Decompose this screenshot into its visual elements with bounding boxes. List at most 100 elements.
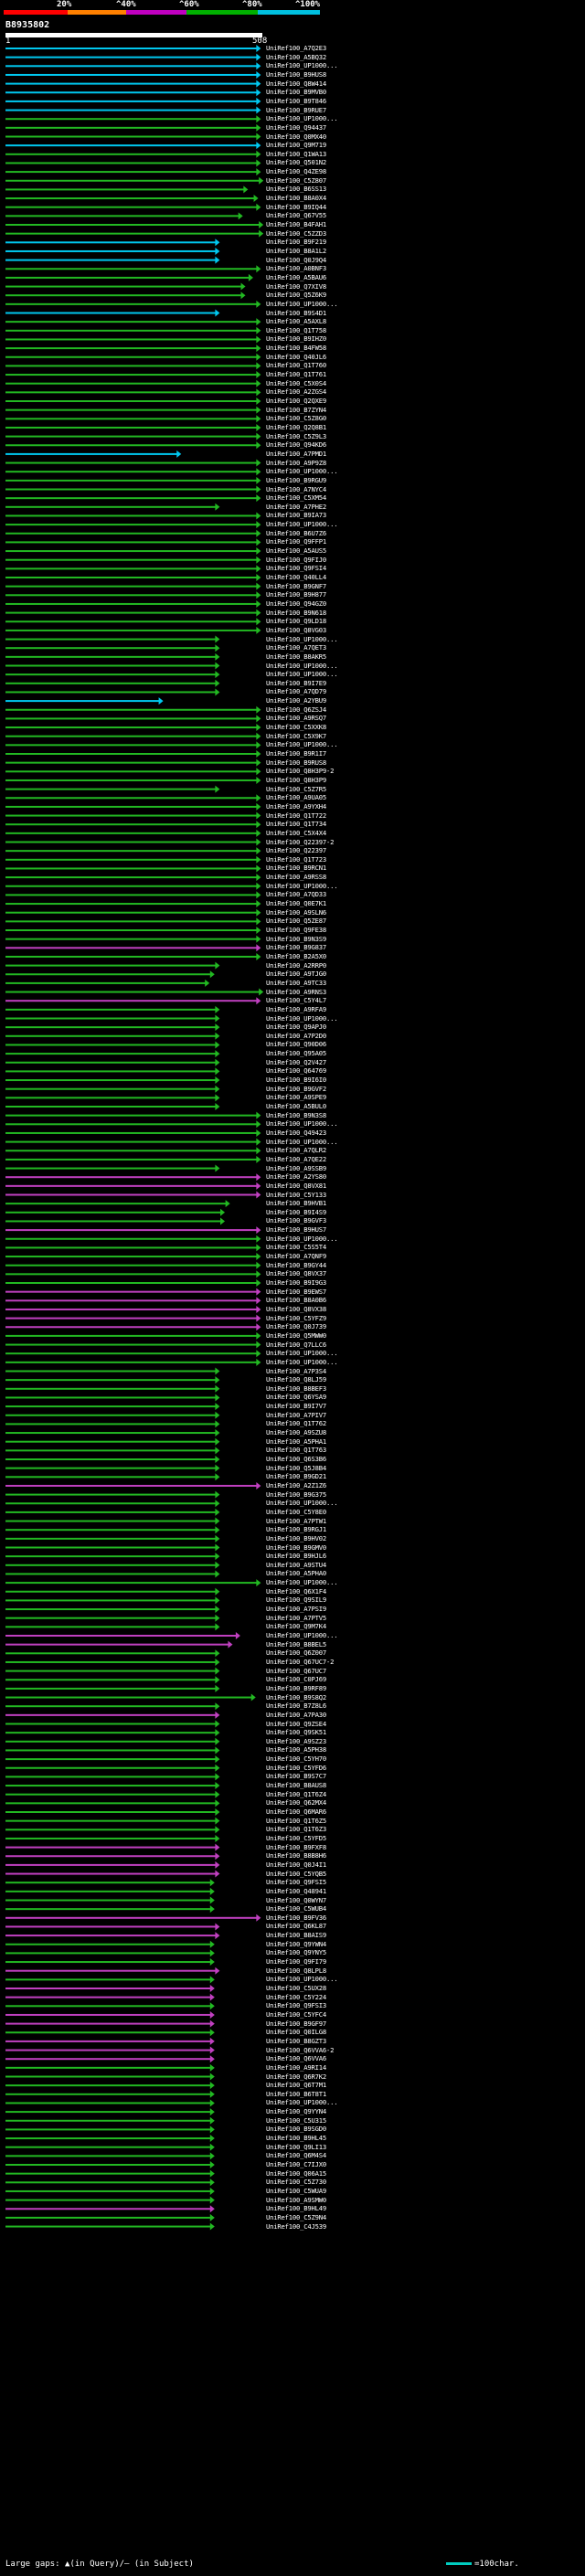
hit-label[interactable]: UniRef100_Q0MX40: [266, 132, 327, 141]
hit-label[interactable]: UniRef100_Q22397-2: [266, 837, 335, 846]
hit-label[interactable]: UniRef100_UP1000...: [266, 881, 338, 890]
hit-label[interactable]: UniRef100_A7QNF9: [266, 1252, 327, 1261]
hit-label[interactable]: UniRef100_UP1000...: [266, 1349, 338, 1358]
hit-label[interactable]: UniRef100_B9HL49: [266, 2204, 327, 2213]
hit-label[interactable]: UniRef100_Q9YYN4: [266, 2107, 327, 2116]
hit-label[interactable]: UniRef100_Q9FSI4: [266, 564, 327, 573]
hit-label[interactable]: UniRef100_Q1T758: [266, 325, 327, 334]
hit-label[interactable]: UniRef100_B9HV02: [266, 1533, 327, 1542]
hit-label[interactable]: UniRef100_Q5MWW0: [266, 1330, 327, 1340]
hit-label[interactable]: UniRef100_UP1000...: [266, 61, 338, 70]
hit-label[interactable]: UniRef100_B9S8Q2: [266, 1692, 327, 1701]
hit-label[interactable]: UniRef100_C5WUA9: [266, 2186, 327, 2195]
hit-label[interactable]: UniRef100_Q94KD6: [266, 440, 327, 450]
hit-label[interactable]: UniRef100_B9I6I0: [266, 1076, 327, 1085]
hit-label[interactable]: UniRef100_B9R1I7: [266, 749, 327, 758]
hit-label[interactable]: UniRef100_B9RUE7: [266, 105, 327, 114]
hit-label[interactable]: UniRef100_C5YH70: [266, 1754, 327, 1764]
hit-label[interactable]: UniRef100_B9HUS7: [266, 1225, 327, 1235]
hit-label[interactable]: UniRef100_Q8VG03: [266, 625, 327, 634]
hit-label[interactable]: UniRef100_C5Z9L3: [266, 431, 327, 440]
hit-label[interactable]: UniRef100_C5S5T4: [266, 1243, 327, 1252]
hit-label[interactable]: UniRef100_Q8LJ59: [266, 1375, 327, 1384]
hit-label[interactable]: UniRef100_A7PTW1: [266, 1516, 327, 1525]
hit-label[interactable]: UniRef100_B9RCN1: [266, 864, 327, 873]
hit-label[interactable]: UniRef100_C5ZZD3: [266, 228, 327, 238]
hit-label[interactable]: UniRef100_UP1000...: [266, 467, 338, 476]
hit-label[interactable]: UniRef100_B8BEF3: [266, 1383, 327, 1393]
hit-label[interactable]: UniRef100_C5Y4L7: [266, 996, 327, 1005]
hit-label[interactable]: UniRef100_Q8VX81: [266, 1181, 327, 1190]
hit-label[interactable]: UniRef100_A9RFA9: [266, 1004, 327, 1013]
hit-label[interactable]: UniRef100_Q7XIV8: [266, 281, 327, 291]
hit-label[interactable]: UniRef100_A9SMW0: [266, 2195, 327, 2204]
hit-label[interactable]: UniRef100_UP1000...: [266, 1137, 338, 1146]
hit-label[interactable]: UniRef100_A5AUS5: [266, 546, 327, 556]
hit-label[interactable]: UniRef100_Q40LL4: [266, 573, 327, 581]
hit-label[interactable]: UniRef100_Q1T6Z3: [266, 1825, 327, 1834]
hit-label[interactable]: UniRef100_UP1000...: [266, 114, 338, 123]
hit-label[interactable]: UniRef100_C5Z8G0: [266, 414, 327, 423]
hit-label[interactable]: UniRef100_UP1000...: [266, 1499, 338, 1508]
hit-label[interactable]: UniRef100_B9IHZ0: [266, 334, 327, 344]
hit-label[interactable]: UniRef100_B9FV36: [266, 1913, 327, 1922]
hit-label[interactable]: UniRef100_A7QD33: [266, 890, 327, 899]
hit-label[interactable]: UniRef100_Q6VVA6: [266, 2054, 327, 2063]
hit-label[interactable]: UniRef100_A9UA05: [266, 793, 327, 802]
hit-label[interactable]: UniRef100_Q9FFP1: [266, 537, 327, 546]
hit-label[interactable]: UniRef100_B9RUS8: [266, 758, 327, 767]
hit-label[interactable]: UniRef100_Q6YSA9: [266, 1393, 327, 1402]
hit-label[interactable]: UniRef100_C5Y8E0: [266, 1507, 327, 1516]
hit-label[interactable]: UniRef100_B9MVB0: [266, 88, 327, 97]
hit-label[interactable]: UniRef100_C7IJX0: [266, 2160, 327, 2168]
hit-label[interactable]: UniRef100_A9RI14: [266, 2062, 327, 2072]
hit-label[interactable]: UniRef100_Q1T6Z4: [266, 1789, 327, 1798]
hit-label[interactable]: UniRef100_B9HVB1: [266, 1199, 327, 1208]
hit-label[interactable]: UniRef100_Q8H3P9-2: [266, 767, 335, 776]
hit-label[interactable]: UniRef100_B9F219: [266, 238, 327, 247]
hit-label[interactable]: UniRef100_C5Z807: [266, 175, 327, 185]
hit-label[interactable]: UniRef100_A5PH38: [266, 1745, 327, 1754]
hit-label[interactable]: UniRef100_B9HUS8: [266, 69, 327, 79]
hit-label[interactable]: UniRef100_B9N618: [266, 608, 327, 617]
hit-label[interactable]: UniRef100_Q9M7K4: [266, 1622, 327, 1631]
hit-label[interactable]: UniRef100_C5WUB4: [266, 1904, 327, 1913]
hit-label[interactable]: UniRef100_B9I4S9: [266, 1207, 327, 1216]
hit-label[interactable]: UniRef100_Q94437: [266, 122, 327, 132]
hit-label[interactable]: UniRef100_A5BUL0: [266, 1102, 327, 1110]
hit-label[interactable]: UniRef100_UP1000...: [266, 299, 338, 308]
hit-label[interactable]: UniRef100_A0BNF3: [266, 264, 327, 273]
hit-label[interactable]: UniRef100_Q0E7K1: [266, 899, 327, 908]
hit-label[interactable]: UniRef100_Q0ILG8: [266, 2028, 327, 2037]
hit-label[interactable]: UniRef100_C5XXK8: [266, 723, 327, 732]
hit-label[interactable]: UniRef100_Q40JL6: [266, 352, 327, 361]
hit-label[interactable]: UniRef100_Q5ZE87: [266, 917, 327, 926]
hit-label[interactable]: UniRef100_Q7LLC6: [266, 1340, 327, 1349]
hit-label[interactable]: UniRef100_Q6KL87: [266, 1922, 327, 1931]
hit-label[interactable]: UniRef100_B9H877: [266, 590, 327, 599]
hit-label[interactable]: UniRef100_A7QD79: [266, 687, 327, 696]
hit-label[interactable]: UniRef100_B6T8T1: [266, 2089, 327, 2098]
hit-label[interactable]: UniRef100_Q49423: [266, 1128, 327, 1137]
hit-label[interactable]: UniRef100_UP1000...: [266, 1234, 338, 1243]
hit-label[interactable]: UniRef100_B9S7C7: [266, 1772, 327, 1781]
hit-label[interactable]: UniRef100_B9I7E9: [266, 678, 327, 687]
hit-label[interactable]: UniRef100_Q1T722: [266, 811, 327, 820]
hit-label[interactable]: UniRef100_Q6S3B6: [266, 1455, 327, 1463]
hit-label[interactable]: UniRef100_B8A0X4: [266, 194, 327, 203]
hit-label[interactable]: UniRef100_B9GY44: [266, 1260, 327, 1269]
hit-label[interactable]: UniRef100_B9HJL6: [266, 1552, 327, 1561]
hit-label[interactable]: UniRef100_Q0J4I1: [266, 1860, 327, 1869]
hit-label[interactable]: UniRef100_B9N3S8: [266, 1110, 327, 1119]
hit-label[interactable]: UniRef100_C0PJ69: [266, 1675, 327, 1684]
hit-label[interactable]: UniRef100_Q5J8B4: [266, 1463, 327, 1472]
hit-label[interactable]: UniRef100_Q0J739: [266, 1322, 327, 1331]
hit-label[interactable]: UniRef100_Q9ZSE4: [266, 1719, 327, 1728]
hit-label[interactable]: UniRef100_C5X4X4: [266, 828, 327, 837]
hit-label[interactable]: UniRef100_Q62MX4: [266, 1798, 327, 1807]
hit-label[interactable]: UniRef100_B2A5X0: [266, 951, 327, 960]
hit-label[interactable]: UniRef100_Q6R7K2: [266, 2072, 327, 2081]
hit-label[interactable]: UniRef100_Q6T7M1: [266, 2081, 327, 2090]
hit-label[interactable]: UniRef100_Q6X1F4: [266, 1586, 327, 1595]
hit-label[interactable]: UniRef100_Q64769: [266, 1066, 327, 1076]
